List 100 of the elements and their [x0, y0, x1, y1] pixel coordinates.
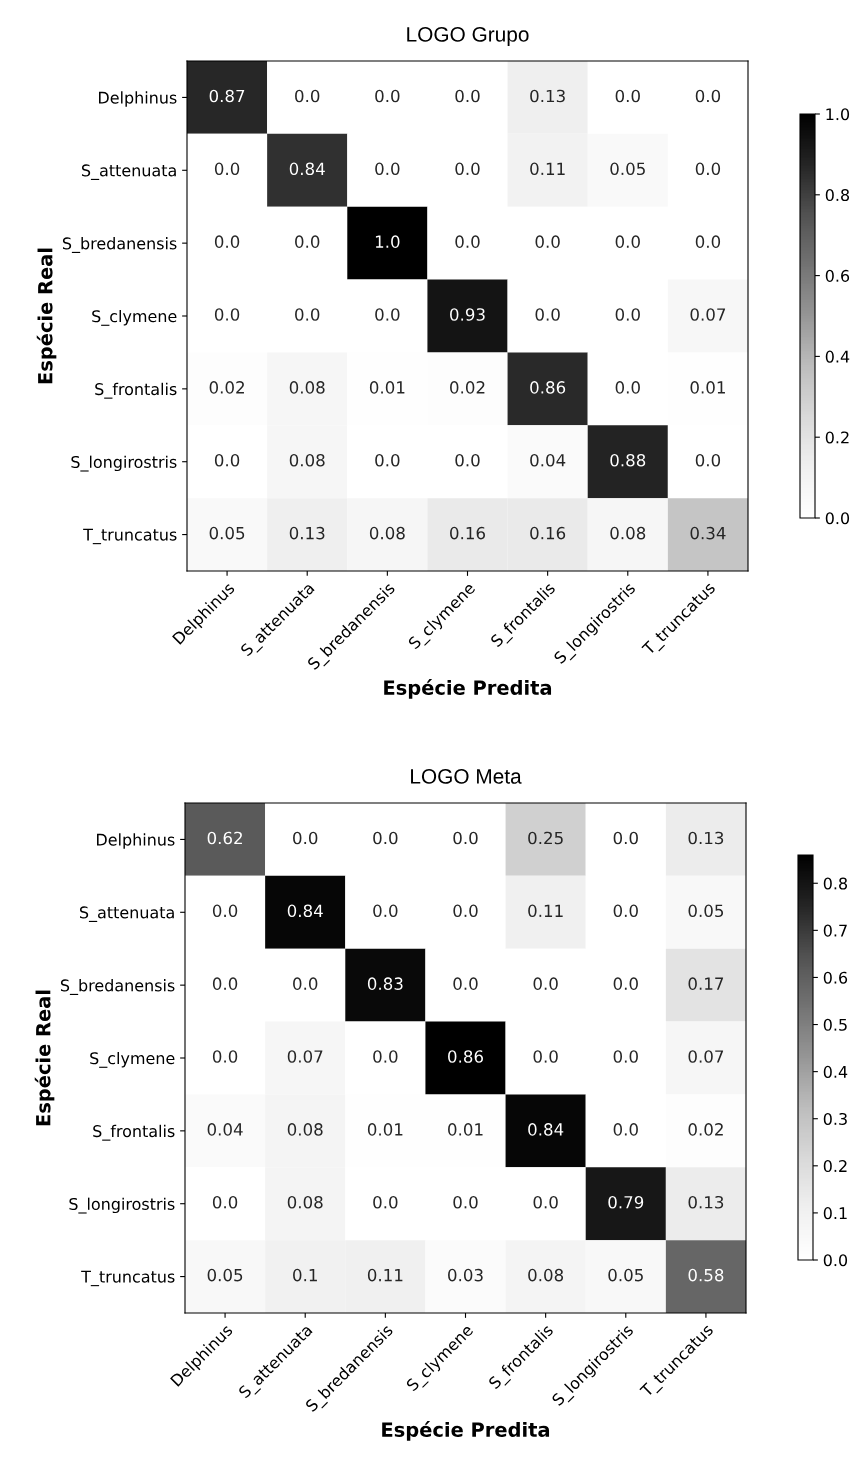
data-label: 0.86: [530, 381, 566, 394]
data-label: 0.0: [613, 904, 638, 918]
data-label: 0.0: [373, 831, 398, 845]
data-label: 0.02: [688, 1123, 723, 1136]
data-label: 0.16: [530, 526, 566, 540]
data-label: 0.05: [209, 526, 245, 540]
data-label: 0.0: [212, 904, 238, 918]
color-bar-label: 0.2: [825, 431, 849, 444]
data-label: 0.11: [528, 904, 563, 918]
chart-title: LOGO Meta: [411, 769, 522, 784]
data-label: 0.08: [289, 381, 325, 394]
y-tick-label: S_frontalis: [93, 1124, 175, 1141]
data-label: 0.02: [450, 381, 485, 394]
y-tick-label: S_longirostris: [69, 1197, 175, 1214]
data-label: 0.25: [528, 831, 563, 845]
data-label: 0.0: [695, 89, 721, 103]
data-label: 0.0: [214, 235, 240, 248]
data-label: 0.1: [293, 1268, 317, 1282]
data-label: 0.0: [293, 977, 318, 990]
data-label: 0.0: [212, 1050, 238, 1063]
data-label: 0.05: [608, 1268, 643, 1282]
data-label: 0.0: [295, 89, 320, 103]
y-axis-title: Espécie Real: [34, 990, 55, 1126]
data-label: 0.0: [375, 89, 400, 103]
data-label: 0.08: [369, 526, 405, 540]
data-label: 0.0: [453, 1195, 478, 1209]
color-bar-label: 0.0: [823, 1254, 848, 1267]
data-label: 0.88: [610, 453, 646, 467]
data-label: 0.0: [373, 904, 398, 918]
data-label: 0.0: [615, 308, 640, 321]
data-label: 0.05: [207, 1268, 243, 1282]
data-label: 0.0: [695, 453, 721, 467]
data-label: 0.0: [615, 89, 640, 103]
x-axis-title: Espécie Predita: [382, 1421, 550, 1441]
data-label: 0.05: [610, 162, 645, 176]
data-label: 0.0: [615, 235, 640, 248]
data-label: 0.07: [287, 1050, 323, 1063]
data-label: 0.0: [535, 235, 560, 248]
data-label: 0.08: [287, 1195, 323, 1209]
data-label: 0.0: [533, 977, 558, 990]
data-label: 0.0: [613, 1050, 638, 1063]
data-label: 0.16: [450, 526, 486, 540]
color-bar-label: 0.4: [825, 350, 850, 363]
data-label: 0.62: [207, 831, 242, 845]
data-label: 0.13: [688, 1195, 724, 1209]
x-axis-title: Espécie Predita: [384, 679, 552, 699]
color-bar-label: 0.3: [823, 1112, 847, 1126]
data-label: 0.08: [289, 453, 325, 467]
y-tick-label: S_bredanensis: [62, 237, 177, 253]
color-bar-label: 0.5: [823, 1018, 847, 1031]
data-label: 0.0: [615, 381, 640, 394]
data-label: 0.11: [367, 1268, 403, 1282]
data-label: 0.0: [375, 453, 400, 467]
data-label: 0.58: [688, 1268, 724, 1282]
color-bar-label: 0.0: [825, 512, 850, 525]
data-label: 0.84: [528, 1123, 564, 1136]
color-bar-label: 0.7: [823, 924, 847, 937]
data-label: 0.0: [295, 308, 320, 321]
data-label: 0.0: [533, 1195, 558, 1209]
color-bar-label: 0.1: [823, 1207, 847, 1220]
data-label: 0.0: [535, 308, 560, 321]
data-label: 0.0: [613, 1123, 638, 1136]
data-label: 0.08: [610, 526, 646, 540]
data-label: 0.0: [695, 162, 721, 176]
data-label: 0.0: [373, 1195, 398, 1209]
data-label: 0.0: [295, 235, 320, 248]
data-label: 0.07: [690, 308, 726, 321]
color-bar-label: 0.6: [823, 971, 848, 984]
y-tick-label: S_clymene: [92, 309, 177, 326]
data-label: 0.0: [613, 831, 638, 845]
y-tick-label: T_truncatus: [83, 528, 177, 545]
data-label: 0.84: [289, 162, 325, 176]
chart-title: LOGO Grupo: [407, 27, 529, 46]
data-label: 0.0: [293, 831, 318, 845]
y-tick-label: S_attenuata: [81, 164, 176, 180]
color-bar-label: 0.6: [825, 269, 850, 282]
data-label: 0.0: [455, 162, 480, 176]
data-label: 0.0: [375, 162, 400, 176]
color-bar-label: 0.2: [823, 1160, 847, 1173]
color-bar-label: 0.8: [823, 877, 848, 890]
data-label: 0.0: [373, 1050, 398, 1063]
data-label: 0.11: [530, 162, 565, 176]
data-label: 0.08: [528, 1268, 564, 1282]
data-label: 0.03: [448, 1268, 483, 1282]
data-label: 1.0: [375, 235, 400, 248]
data-label: 0.87: [209, 89, 245, 103]
color-bar-label: 0.4: [823, 1065, 848, 1078]
data-label: 0.0: [453, 977, 478, 990]
data-label: 0.0: [695, 235, 721, 248]
data-label: 0.0: [214, 453, 240, 467]
y-tick-label: S_longirostris: [71, 455, 177, 472]
data-label: 0.0: [212, 977, 238, 990]
color-bar-label: 1.0: [826, 108, 850, 121]
data-label: 0.93: [450, 308, 485, 321]
data-label: 0.13: [688, 831, 724, 845]
y-tick-label: T_truncatus: [81, 1270, 175, 1287]
data-label: 0.0: [212, 1195, 238, 1209]
data-label: 0.86: [448, 1050, 484, 1063]
data-label: 0.02: [209, 381, 244, 394]
data-label: 0.84: [287, 904, 323, 918]
